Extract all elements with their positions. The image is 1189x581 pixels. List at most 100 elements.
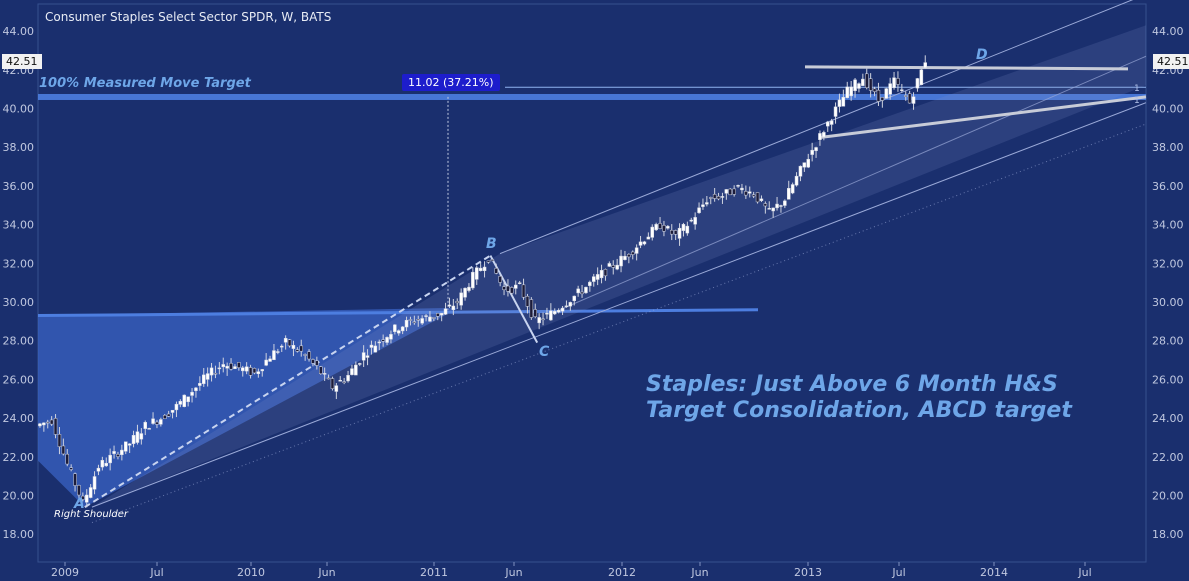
candle-body bbox=[155, 421, 159, 425]
candle-body bbox=[923, 62, 927, 68]
candle-body bbox=[463, 287, 467, 298]
candle-body bbox=[322, 373, 327, 375]
candle-body bbox=[104, 462, 108, 467]
candle-body bbox=[775, 203, 779, 209]
candle-body bbox=[241, 367, 245, 372]
candle-body bbox=[755, 192, 760, 203]
candle-body bbox=[829, 120, 834, 125]
candle-body bbox=[677, 227, 682, 239]
x-tick-label: Jul bbox=[891, 566, 905, 579]
y-tick-label-left: 18.00 bbox=[3, 528, 35, 541]
candle-body bbox=[350, 368, 354, 375]
candle-body bbox=[790, 184, 795, 194]
neckline bbox=[37, 308, 759, 318]
candle-body bbox=[744, 191, 748, 196]
candle-body bbox=[315, 360, 319, 366]
candle-body bbox=[849, 86, 853, 97]
candle-body bbox=[514, 284, 518, 289]
candle-body bbox=[888, 83, 892, 95]
x-tick-label: 2012 bbox=[608, 566, 636, 579]
candle-body bbox=[806, 158, 810, 168]
candle-body bbox=[478, 267, 483, 271]
candle-body bbox=[190, 391, 194, 396]
candle-body bbox=[377, 341, 381, 344]
candle-body bbox=[151, 418, 155, 424]
resistance-line bbox=[804, 65, 1129, 71]
candle-body bbox=[268, 358, 272, 362]
candle-body bbox=[291, 345, 296, 349]
candle-body bbox=[248, 367, 253, 376]
x-tick-label: Jun bbox=[690, 566, 708, 579]
candle-body bbox=[77, 485, 81, 496]
candle-body bbox=[560, 307, 565, 312]
candle-body bbox=[833, 106, 838, 117]
candle-body bbox=[595, 274, 600, 280]
chart-title: Consumer Staples Select Sector SPDR, W, … bbox=[45, 10, 332, 24]
candle-body bbox=[845, 86, 849, 99]
candle-body bbox=[358, 363, 362, 365]
candle-body bbox=[163, 415, 167, 419]
candle-body bbox=[818, 133, 822, 140]
candle-body bbox=[662, 225, 666, 232]
candle-body bbox=[174, 403, 179, 411]
candle-body bbox=[311, 359, 315, 364]
candle-body bbox=[233, 366, 237, 370]
candle-body bbox=[471, 271, 475, 289]
y-tick-label-right: 22.00 bbox=[1152, 451, 1184, 464]
candle-body bbox=[432, 317, 436, 319]
measured-move-band bbox=[38, 93, 1146, 100]
candle-body bbox=[385, 337, 389, 343]
candle-body bbox=[365, 355, 370, 358]
candle-body bbox=[607, 263, 612, 267]
channel-mid bbox=[559, 55, 1147, 311]
y-tick-label-left: 32.00 bbox=[3, 257, 35, 270]
x-tick-label: 2009 bbox=[51, 566, 79, 579]
candle-body bbox=[861, 78, 865, 86]
channel-upper bbox=[499, 0, 1134, 255]
candle-body bbox=[65, 453, 69, 465]
candle-body bbox=[85, 494, 89, 503]
candle-body bbox=[853, 79, 857, 91]
candle-body bbox=[494, 268, 498, 274]
channel-lower bbox=[91, 102, 1147, 508]
candle-body bbox=[397, 330, 401, 334]
x-tick-label: 2011 bbox=[420, 566, 448, 579]
support-trendline bbox=[819, 95, 1147, 140]
candle-body bbox=[416, 319, 420, 321]
candle-body bbox=[49, 419, 54, 425]
y-tick-label-right: 38.00 bbox=[1152, 141, 1184, 154]
candle-body bbox=[907, 93, 912, 104]
candle-body bbox=[599, 270, 604, 279]
candle-body bbox=[124, 441, 128, 452]
candle-body bbox=[826, 121, 830, 127]
candle-body bbox=[260, 369, 264, 372]
candle-body bbox=[802, 162, 807, 168]
candle-body bbox=[666, 226, 670, 229]
candle-body bbox=[646, 236, 651, 240]
candle-body bbox=[400, 326, 405, 332]
candle-body bbox=[244, 366, 249, 372]
candle-body bbox=[346, 375, 350, 382]
measure-badge: 11.02 (37.21%) bbox=[402, 74, 500, 91]
candle-body bbox=[166, 413, 171, 417]
candle-body bbox=[627, 254, 631, 258]
y-tick-label-left: 40.00 bbox=[3, 103, 35, 116]
candle-body bbox=[135, 431, 140, 443]
candle-body bbox=[541, 318, 545, 321]
candle-body bbox=[911, 96, 916, 104]
candle-body bbox=[740, 187, 744, 191]
y-tick-label-right: 32.00 bbox=[1152, 257, 1184, 270]
candle-body bbox=[100, 460, 105, 468]
measured-move-label: 100% Measured Move Target bbox=[39, 76, 251, 91]
y-tick-label-left: 44.00 bbox=[3, 25, 35, 38]
candle-body bbox=[280, 345, 284, 348]
point-b-label: B bbox=[486, 236, 497, 252]
candle-body bbox=[42, 422, 46, 426]
candle-body bbox=[709, 197, 713, 199]
candle-body bbox=[584, 286, 588, 294]
candle-body bbox=[475, 267, 479, 280]
x-tick-label: Jul bbox=[149, 566, 163, 579]
candle-body bbox=[510, 287, 514, 294]
candle-body bbox=[482, 266, 487, 271]
